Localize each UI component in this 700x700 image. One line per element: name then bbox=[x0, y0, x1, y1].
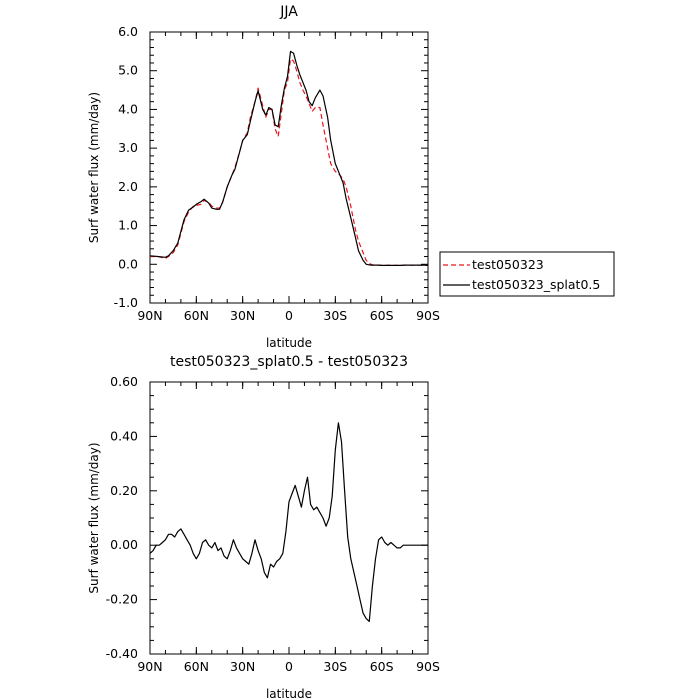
x-tick-label: 60N bbox=[184, 659, 209, 674]
x-tick-label: 90S bbox=[416, 308, 440, 323]
y-tick-label: -0.20 bbox=[106, 592, 138, 607]
x-tick-label: 30S bbox=[323, 308, 347, 323]
legend-label-0: test050323 bbox=[472, 257, 544, 272]
x-tick-label: 90N bbox=[137, 308, 162, 323]
y-tick-label: 1.0 bbox=[118, 218, 138, 233]
y-tick-label: 0.60 bbox=[110, 374, 138, 389]
x-tick-label: 60S bbox=[370, 659, 394, 674]
y-tick-label: -1.0 bbox=[114, 295, 138, 310]
series-line-1 bbox=[149, 50, 429, 266]
x-tick-label: 30N bbox=[230, 659, 255, 674]
y-tick-label: 0.20 bbox=[110, 483, 138, 498]
y-tick-label: 2.0 bbox=[118, 179, 138, 194]
chart-title: test050323_splat0.5 - test050323 bbox=[170, 354, 408, 370]
y-tick-label: 0.40 bbox=[110, 428, 138, 443]
x-axis-title: latitude bbox=[266, 336, 312, 350]
y-tick-label: 0.00 bbox=[110, 537, 138, 552]
y-tick-label: 5.0 bbox=[118, 63, 138, 78]
y-tick-label: 4.0 bbox=[118, 101, 138, 116]
x-tick-label: 30N bbox=[230, 308, 255, 323]
x-tick-label: 0 bbox=[285, 308, 293, 323]
x-tick-label: 60S bbox=[370, 308, 394, 323]
series-line-0 bbox=[149, 422, 428, 623]
y-tick-label: 6.0 bbox=[118, 24, 138, 39]
x-tick-label: 0 bbox=[285, 659, 293, 674]
legend-label-1: test050323_splat0.5 bbox=[472, 277, 600, 292]
x-tick-label: 30S bbox=[323, 659, 347, 674]
y-tick-label: -0.40 bbox=[106, 646, 138, 661]
x-tick-label: 90N bbox=[137, 659, 162, 674]
y-tick-label: 0.0 bbox=[118, 256, 138, 271]
y-axis-title: Surf water flux (mm/day) bbox=[87, 442, 101, 593]
x-axis-title: latitude bbox=[266, 687, 312, 700]
plot-frame bbox=[149, 381, 429, 655]
y-tick-label: 3.0 bbox=[118, 140, 138, 155]
y-axis-title: Surf water flux (mm/day) bbox=[87, 92, 101, 243]
legend-box bbox=[439, 251, 615, 297]
top-chart-jja: JJA 90N 60N 30N 0 30S 60S 90S -1.0 0.0 1.0 2.0 3.0 4.… bbox=[87, 4, 615, 350]
series-line-0 bbox=[150, 58, 428, 266]
bottom-chart-difference: test050323_splat0.5 - test050323 90N 60N 30… bbox=[87, 354, 440, 700]
chart-title: JJA bbox=[279, 4, 298, 20]
x-tick-label: 90S bbox=[416, 659, 440, 674]
x-tick-label: 60N bbox=[184, 308, 209, 323]
